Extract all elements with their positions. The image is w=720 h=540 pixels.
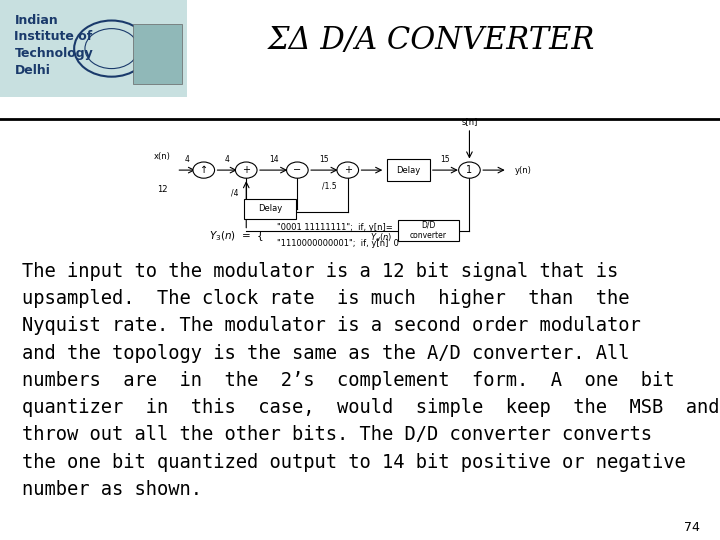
Text: 15: 15 (319, 154, 329, 164)
Text: +: + (343, 165, 352, 175)
Text: Delay: Delay (258, 205, 282, 213)
Circle shape (459, 162, 480, 178)
Circle shape (193, 162, 215, 178)
Text: y(n): y(n) (515, 166, 531, 174)
Text: 4: 4 (225, 154, 229, 164)
FancyBboxPatch shape (397, 220, 459, 241)
Text: −: − (293, 165, 302, 175)
Text: /1.5: /1.5 (323, 181, 337, 191)
Text: The input to the modulator is a 12 bit signal that is
upsampled.  The clock rate: The input to the modulator is a 12 bit s… (22, 262, 719, 499)
Text: "0001 11111111";  if, y[n]=: "0001 11111111"; if, y[n]= (277, 224, 393, 232)
Text: s[n]: s[n] (462, 117, 477, 126)
Text: x(n): x(n) (153, 152, 171, 161)
Circle shape (337, 162, 359, 178)
Text: Indian
Institute of
Technology
Delhi: Indian Institute of Technology Delhi (14, 14, 93, 78)
FancyBboxPatch shape (133, 24, 182, 84)
FancyBboxPatch shape (0, 0, 187, 97)
Text: 4: 4 (185, 154, 189, 164)
Text: "1110000000001";  if, y[n]  0: "1110000000001"; if, y[n] 0 (277, 239, 399, 247)
Text: $Y_d(n)$: $Y_d(n)$ (371, 231, 392, 244)
Circle shape (287, 162, 308, 178)
Text: ↑: ↑ (199, 165, 208, 175)
Circle shape (235, 162, 257, 178)
Text: +: + (242, 165, 251, 175)
FancyBboxPatch shape (244, 199, 296, 219)
Text: 74: 74 (684, 521, 700, 534)
Text: ΣΔ D/A CONVERTER: ΣΔ D/A CONVERTER (269, 25, 595, 56)
Text: 12: 12 (157, 185, 167, 194)
Text: /4: /4 (231, 188, 238, 197)
Text: 14: 14 (269, 154, 279, 164)
Text: D/D
converter: D/D converter (410, 221, 447, 240)
Text: 1: 1 (467, 165, 472, 175)
Text: 15: 15 (440, 154, 450, 164)
Text: Delay: Delay (396, 166, 420, 174)
FancyBboxPatch shape (387, 159, 430, 181)
Text: $Y_3(n)$  =  $\{$: $Y_3(n)$ = $\{$ (209, 230, 264, 244)
